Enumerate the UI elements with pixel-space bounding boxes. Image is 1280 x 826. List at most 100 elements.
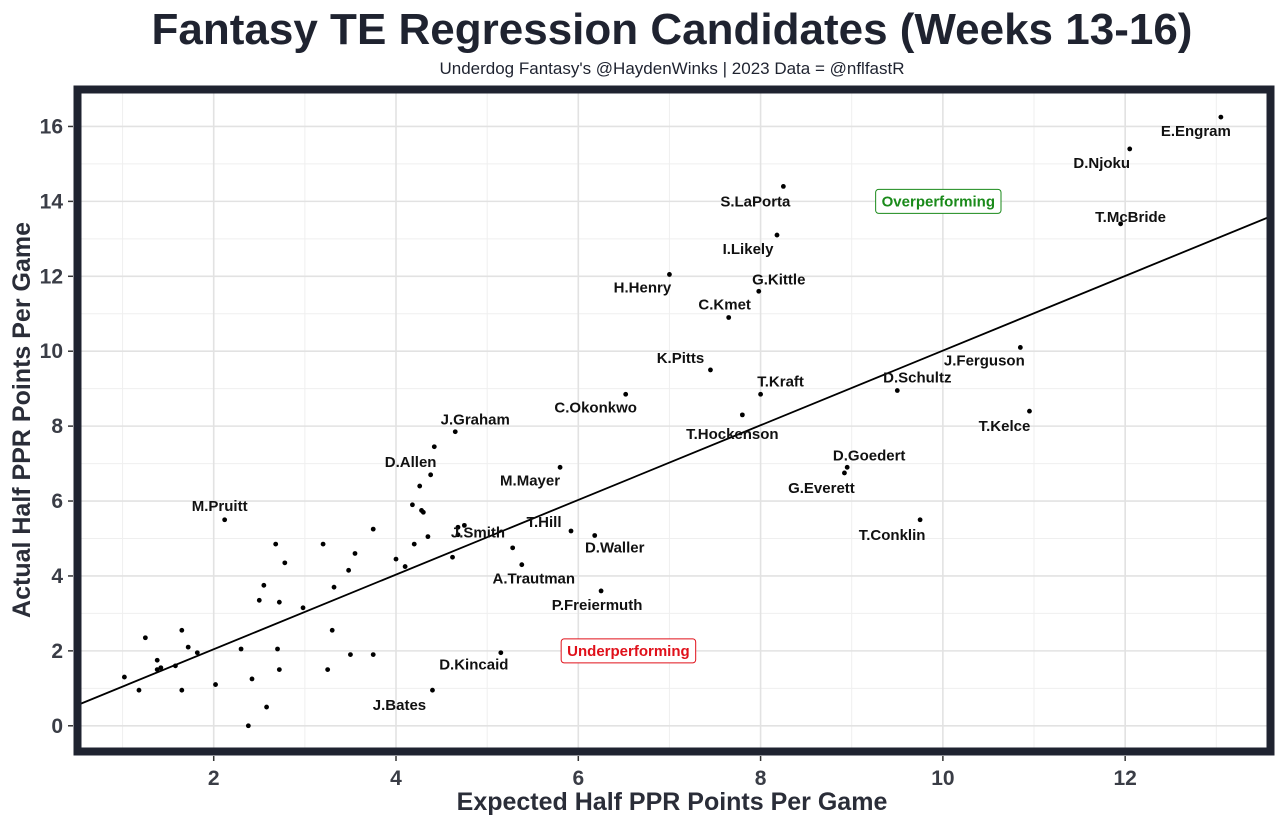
data-point: [261, 582, 267, 588]
x-tick-label: 12: [1113, 767, 1136, 790]
data-point: [179, 687, 185, 693]
data-point: [121, 674, 127, 680]
point-label: A.Trautman: [493, 571, 576, 588]
point-label: S.LaPorta: [720, 193, 791, 210]
point-label: D.Schultz: [883, 370, 951, 387]
data-point: [557, 464, 563, 470]
x-tick-label: 4: [390, 767, 402, 790]
data-point: [1127, 146, 1133, 152]
x-tick-label: 10: [931, 767, 954, 790]
data-point: [264, 704, 269, 710]
point-label: H.Henry: [614, 279, 672, 296]
data-point: [245, 723, 251, 729]
data-point: [142, 635, 148, 641]
data-point: [185, 644, 191, 650]
data-point: [1218, 114, 1224, 120]
data-point: [428, 472, 434, 478]
data-point: [780, 183, 786, 189]
trend-line: [76, 215, 1272, 707]
point-label: T.Kelce: [979, 418, 1031, 435]
data-point: [282, 560, 288, 566]
annotation-box: [875, 188, 1002, 214]
data-point: [346, 567, 352, 573]
chart-subtitle: Underdog Fantasy's @HaydenWinks | 2023 D…: [439, 59, 904, 78]
point-label: T.Hockenson: [686, 426, 779, 443]
data-point: [213, 682, 218, 687]
point-label: J.Graham: [441, 412, 510, 429]
point-label: K.Pitts: [657, 350, 705, 367]
x-tick-label: 2: [208, 767, 220, 790]
data-point: [450, 554, 455, 560]
point-label: M.Mayer: [500, 472, 560, 489]
data-point: [370, 652, 376, 658]
data-point: [238, 646, 244, 652]
data-point: [256, 597, 262, 603]
data-point: [320, 541, 326, 547]
y-tick-label: 14: [40, 190, 64, 213]
data-point: [173, 663, 178, 669]
y-tick-label: 10: [40, 340, 63, 363]
data-point: [726, 315, 732, 320]
point-label: P.Freiermuth: [552, 597, 643, 614]
data-point: [276, 599, 282, 605]
data-point: [739, 412, 745, 418]
data-point: [154, 657, 160, 663]
data-point: [331, 584, 337, 590]
data-point: [158, 665, 164, 671]
y-tick-label: 16: [40, 115, 63, 138]
point-label: G.Kittle: [752, 271, 805, 288]
y-tick-label: 8: [51, 415, 63, 438]
data-point: [708, 367, 713, 373]
data-point: [519, 562, 525, 568]
data-point: [273, 541, 279, 547]
data-point: [179, 627, 185, 633]
data-point: [417, 483, 423, 489]
annotation-label: Underperforming: [567, 643, 690, 660]
point-label: J.Smith: [451, 525, 505, 542]
annotation-label: Overperforming: [882, 193, 995, 210]
point-label: J.Bates: [373, 697, 426, 714]
data-point: [222, 517, 228, 523]
point-label: J.Ferguson: [944, 352, 1025, 369]
plot-border: [73, 85, 1275, 756]
point-label: M.Pruitt: [192, 498, 248, 515]
data-point: [348, 652, 353, 658]
data-point: [275, 646, 280, 652]
data-point: [510, 545, 516, 551]
data-point: [249, 676, 255, 682]
data-point: [425, 534, 431, 540]
data-point: [1017, 345, 1023, 350]
point-label: C.Kmet: [698, 296, 751, 313]
point-label: T.McBride: [1095, 209, 1166, 226]
y-axis-title: Actual Half PPR Points Per Game: [8, 222, 36, 618]
data-point: [430, 687, 435, 693]
y-tick-label: 0: [51, 715, 63, 738]
data-point: [592, 533, 598, 538]
data-point: [844, 464, 850, 470]
point-label: D.Kincaid: [439, 657, 508, 674]
y-tick-label: 6: [51, 490, 63, 513]
point-label: I.Likely: [723, 241, 775, 258]
chart-title: Fantasy TE Regression Candidates (Weeks …: [152, 5, 1193, 54]
point-label: T.Kraft: [757, 373, 804, 390]
data-point: [420, 509, 426, 515]
annotation-box: [560, 638, 697, 664]
point-label: C.Okonkwo: [554, 399, 637, 416]
data-point: [194, 650, 200, 656]
x-tick-label: 6: [572, 767, 584, 790]
point-label: E.Engram: [1161, 123, 1231, 140]
point-label: G.Everett: [788, 480, 855, 497]
data-point: [1118, 221, 1124, 227]
data-point: [452, 429, 458, 435]
data-point: [154, 667, 160, 672]
data-point: [370, 526, 376, 532]
data-point: [402, 564, 408, 569]
data-point: [325, 667, 331, 672]
data-point: [352, 551, 358, 556]
y-tick-label: 4: [51, 565, 63, 588]
data-point: [598, 588, 604, 594]
data-point: [329, 627, 335, 633]
x-axis-title: Expected Half PPR Points Per Game: [457, 788, 888, 816]
data-point: [623, 391, 629, 397]
